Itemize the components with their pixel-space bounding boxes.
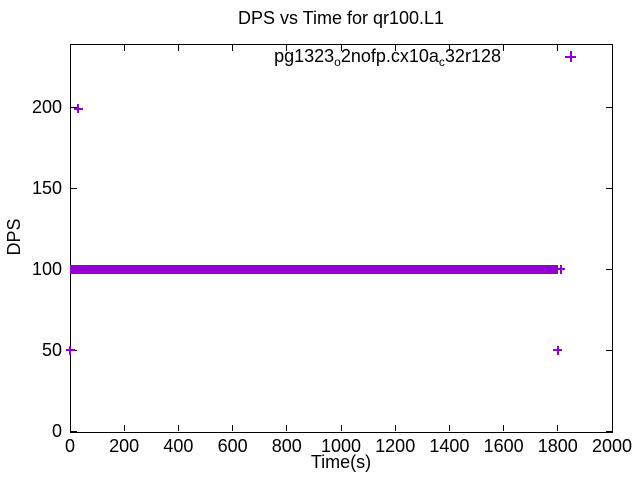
data-point-marker (556, 264, 565, 274)
x-tick-mirror (340, 45, 342, 51)
x-tick (177, 425, 179, 431)
y-tick-mirror (606, 106, 612, 108)
y-tick-mirror (606, 268, 612, 270)
x-tick-label: 600 (217, 436, 248, 456)
x-tick-label: 2000 (591, 436, 633, 456)
x-tick-label: 1400 (429, 436, 470, 456)
x-tick-label: 800 (271, 436, 302, 456)
legend-sample-marker (565, 51, 576, 62)
x-tick-mirror (232, 45, 234, 51)
x-tick-mirror (69, 45, 71, 51)
y-tick (71, 106, 77, 108)
y-tick (71, 187, 77, 189)
series-dense-band (70, 264, 558, 274)
x-tick (611, 425, 613, 431)
x-tick (286, 425, 288, 431)
plot-area (70, 44, 613, 433)
legend-series-label: pg1323o2nofp.cx10ac32r128 (274, 46, 501, 69)
y-tick-label: 50 (41, 340, 62, 361)
x-tick-label: 1800 (537, 436, 578, 456)
x-tick-mirror (611, 45, 613, 51)
x-tick-label: 1000 (320, 436, 362, 456)
x-tick (123, 425, 125, 431)
x-tick (448, 425, 450, 431)
x-tick (340, 425, 342, 431)
x-tick-mirror (177, 45, 179, 51)
x-tick-mirror (394, 45, 396, 51)
y-tick-mirror (606, 430, 612, 432)
y-tick-mirror (606, 187, 612, 189)
y-tick-label: 0 (51, 421, 62, 441)
x-tick-label: 1200 (375, 436, 416, 456)
x-tick-mirror (503, 45, 505, 51)
x-tick-mirror (286, 45, 288, 51)
x-axis-label: Time(s) (310, 452, 372, 472)
x-tick-label: 400 (163, 436, 194, 456)
y-tick-label: 200 (31, 97, 62, 118)
y-tick-mirror (606, 349, 612, 351)
y-axis-label: DPS (4, 218, 24, 256)
x-tick-mirror (123, 45, 125, 51)
data-point-marker (65, 345, 75, 355)
chart-title: DPS vs Time for qr100.L1 (237, 8, 445, 28)
y-tick-label: 150 (31, 178, 62, 199)
x-tick (232, 425, 234, 431)
legend: pg1323o2nofp.cx10ac32r128 (240, 46, 540, 69)
data-point-marker (73, 104, 83, 114)
x-tick (557, 425, 559, 431)
data-point-marker (553, 345, 563, 355)
x-tick (69, 425, 71, 431)
y-tick-label: 100 (31, 259, 62, 280)
x-tick-label: 1600 (483, 436, 524, 456)
x-tick-mirror (557, 45, 559, 51)
x-tick (503, 425, 505, 431)
x-tick-label: 0 (64, 436, 75, 456)
x-tick-label: 200 (109, 436, 140, 456)
y-tick (71, 430, 77, 432)
x-tick (394, 425, 396, 431)
x-tick-mirror (448, 45, 450, 51)
